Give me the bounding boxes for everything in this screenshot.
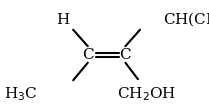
Text: H: H — [56, 13, 69, 27]
Text: CH(CH$_3$)$_2$: CH(CH$_3$)$_2$ — [163, 11, 209, 29]
Text: CH$_2$OH: CH$_2$OH — [117, 86, 176, 103]
Text: H$_3$C: H$_3$C — [4, 86, 38, 103]
Text: C: C — [82, 48, 94, 62]
Text: C: C — [120, 48, 131, 62]
